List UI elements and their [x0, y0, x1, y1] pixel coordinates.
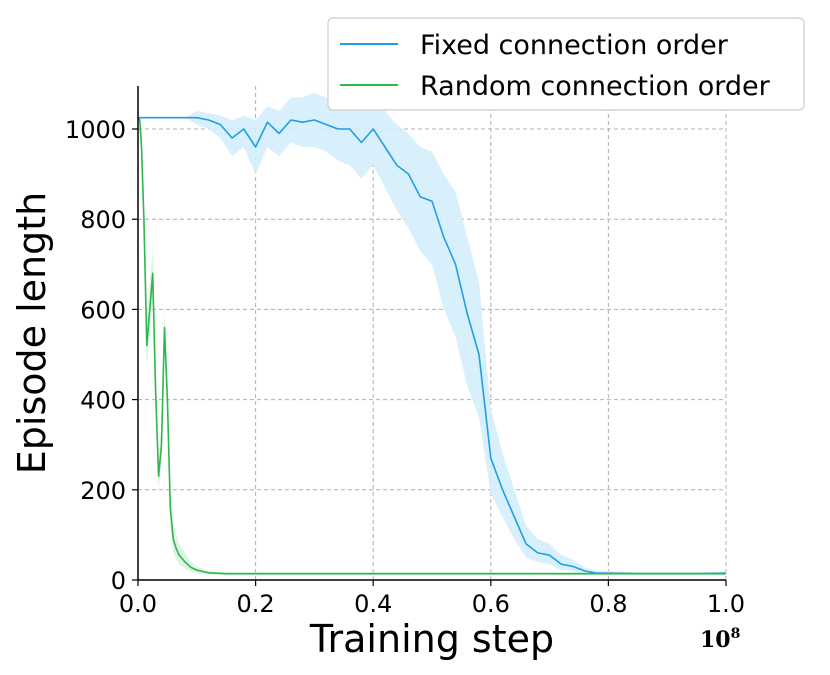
- x-tick-label: 0.8: [589, 590, 627, 618]
- x-tick-label: 0.2: [237, 590, 275, 618]
- x-ticks: 0.0 0.2 0.4 0.6 0.8 1.0: [119, 580, 745, 618]
- series-line-fixed: [138, 116, 727, 575]
- y-tick-label: 600: [80, 296, 126, 324]
- x-scale-multiplier: 108: [700, 626, 740, 653]
- x-scale-exponent: 8: [731, 626, 741, 642]
- legend-box: [327, 17, 805, 111]
- x-tick-label: 0.4: [354, 590, 392, 618]
- y-tick-label: 400: [80, 387, 126, 415]
- confidence-bands: [138, 92, 726, 576]
- legend-label-random: Random connection order: [420, 71, 771, 102]
- series-lines: [137, 116, 727, 575]
- x-tick-label: 0.0: [119, 590, 157, 618]
- band-fixed: [138, 92, 726, 576]
- y-ticks: 0 200 400 600 800 1000: [65, 116, 138, 595]
- y-tick-label: 1000: [65, 116, 126, 144]
- y-axis-title: Episode length: [10, 192, 54, 474]
- series-line-random: [137, 117, 726, 575]
- legend-label-fixed: Fixed connection order: [420, 30, 729, 61]
- y-tick-label: 800: [80, 206, 126, 234]
- x-axis-title: Training step: [309, 617, 554, 661]
- x-tick-label: 1.0: [707, 590, 745, 618]
- y-tick-label: 200: [80, 477, 126, 505]
- x-tick-label: 0.6: [472, 590, 510, 618]
- x-scale-base: 10: [700, 627, 731, 653]
- y-tick-label: 0: [111, 567, 126, 595]
- legend: Fixed connection order Random connection…: [327, 17, 805, 111]
- axes: [137, 86, 726, 581]
